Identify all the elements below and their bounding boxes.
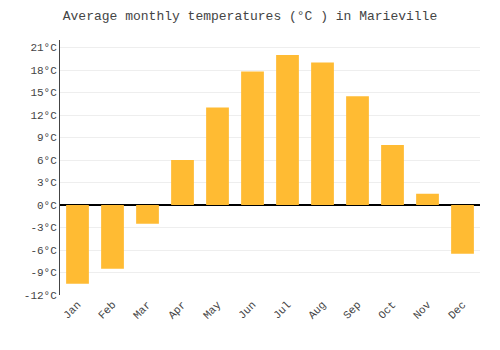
svg-text:Mar: Mar (131, 299, 153, 321)
svg-text:Nov: Nov (411, 299, 434, 322)
svg-text:6°C: 6°C (37, 155, 57, 167)
svg-text:9°C: 9°C (37, 132, 57, 144)
svg-text:Jun: Jun (236, 299, 258, 321)
svg-text:12°C: 12°C (30, 110, 57, 122)
svg-text:Sep: Sep (341, 299, 363, 321)
svg-text:Dec: Dec (446, 299, 468, 321)
svg-text:Aug: Aug (306, 299, 328, 321)
svg-text:Average monthly temperatures (: Average monthly temperatures (°C ) in Ma… (63, 9, 437, 24)
svg-text:21°C: 21°C (30, 42, 57, 54)
svg-text:-6°C: -6°C (30, 245, 57, 257)
svg-text:Oct: Oct (376, 299, 398, 321)
svg-text:-12°C: -12°C (24, 290, 57, 302)
svg-text:15°C: 15°C (30, 87, 57, 99)
svg-text:Apr: Apr (166, 299, 188, 321)
svg-text:0°C: 0°C (37, 200, 57, 212)
svg-text:3°C: 3°C (37, 177, 57, 189)
svg-text:-3°C: -3°C (30, 222, 57, 234)
svg-text:Feb: Feb (96, 299, 118, 321)
svg-text:Jan: Jan (61, 299, 83, 321)
svg-text:Jul: Jul (271, 299, 293, 321)
svg-text:May: May (201, 299, 224, 322)
svg-text:18°C: 18°C (30, 65, 57, 77)
svg-text:-9°C: -9°C (30, 267, 57, 279)
